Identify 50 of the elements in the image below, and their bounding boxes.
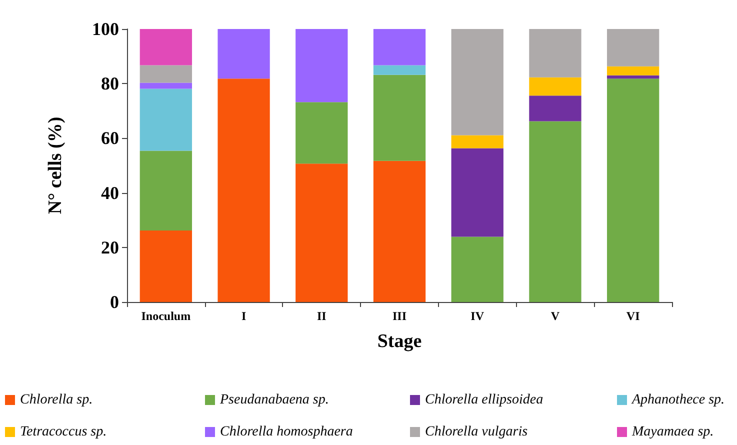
bar (451, 236, 504, 302)
x-tick-label: II (316, 309, 327, 323)
bar (529, 29, 582, 78)
legend-label: Chlorella sp. (20, 392, 93, 408)
bar (140, 88, 192, 151)
bar (529, 77, 582, 96)
bar (296, 29, 348, 102)
bar (140, 230, 192, 302)
bar (451, 135, 504, 148)
bar (606, 66, 660, 76)
legend-label: Pseudanabaena sp. (219, 392, 329, 408)
bar (218, 29, 270, 79)
y-tick-label: 60 (101, 128, 119, 148)
bar (373, 29, 426, 66)
bar (218, 78, 270, 302)
y-tick-label: 80 (101, 74, 119, 94)
x-tick-label: Inoculum (141, 309, 191, 323)
y-tick-label: 100 (92, 19, 119, 39)
y-tick-label: 40 (101, 182, 119, 203)
bar (140, 150, 192, 230)
legend-label: Chlorella ellipsoidea (425, 392, 544, 408)
legend-label: Mayamaea sp. (631, 424, 714, 440)
x-tick-label: III (392, 309, 407, 323)
bar (373, 160, 426, 302)
bar (529, 121, 582, 302)
bar (606, 29, 660, 66)
bar (140, 29, 192, 66)
bar (373, 65, 426, 75)
bar (140, 65, 192, 83)
legend-label: Aphanothece sp. (631, 392, 725, 408)
legend-label: Tetracoccus sp. (20, 424, 107, 440)
legend-label: Chlorella vulgaris (425, 424, 528, 440)
x-tick-label: IV (470, 309, 484, 323)
bar (296, 102, 348, 164)
x-tick-label: V (550, 309, 560, 323)
bar (606, 78, 660, 302)
bar (140, 82, 192, 89)
bar (606, 75, 660, 79)
bar (373, 74, 426, 161)
y-axis-title: N° cells (%) (45, 116, 66, 214)
bar (296, 164, 348, 302)
x-tick-label: VI (626, 309, 640, 323)
legend-label: Chlorella homosphaera (220, 424, 353, 440)
y-tick-label: 20 (101, 237, 119, 258)
bar (451, 29, 504, 136)
bar (529, 96, 582, 122)
bar (451, 148, 504, 237)
x-axis-title: Stage (377, 331, 422, 352)
y-tick-label: 0 (110, 292, 119, 312)
x-tick-label: I (241, 309, 246, 323)
